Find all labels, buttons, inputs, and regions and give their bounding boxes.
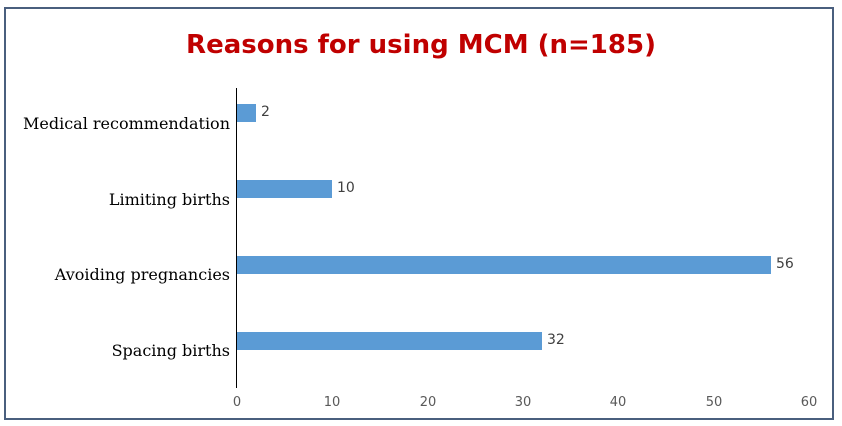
data-label-limiting-births: 10 <box>337 180 355 196</box>
category-label-avoiding-pregnancies: Avoiding pregnancies <box>54 265 230 284</box>
x-tick-30: 30 <box>514 395 532 410</box>
chart-title: Reasons for using MCM (n=185) <box>186 30 656 60</box>
bar-avoiding-pregnancies <box>237 256 771 274</box>
category-label-spacing-births: Spacing births <box>111 341 230 360</box>
data-label-spacing-births: 32 <box>547 332 565 348</box>
x-tick-20: 20 <box>419 395 437 410</box>
x-tick-10: 10 <box>323 395 341 410</box>
x-tick-50: 50 <box>705 395 723 410</box>
category-label-limiting-births: Limiting births <box>108 190 230 209</box>
category-label-medical-recommendation: Medical recommendation <box>22 114 230 133</box>
bar-medical-recommendation <box>237 104 256 122</box>
x-tick-60: 60 <box>800 395 818 410</box>
data-label-medical-recommendation: 2 <box>261 104 270 120</box>
chart-frame <box>4 7 834 420</box>
y-axis-line <box>236 88 237 388</box>
x-tick-40: 40 <box>609 395 627 410</box>
data-label-avoiding-pregnancies: 56 <box>776 256 794 272</box>
x-tick-0: 0 <box>232 395 242 410</box>
bar-limiting-births <box>237 180 332 198</box>
bar-spacing-births <box>237 332 542 350</box>
